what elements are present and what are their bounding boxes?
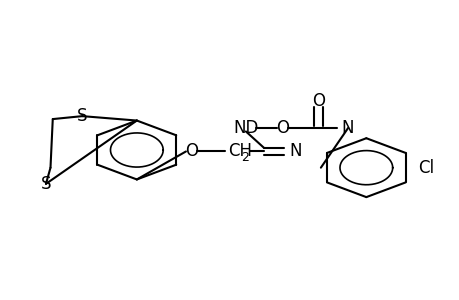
Text: N: N bbox=[341, 119, 353, 137]
Text: O: O bbox=[275, 119, 288, 137]
Text: O: O bbox=[312, 92, 325, 110]
Text: O: O bbox=[185, 142, 197, 160]
Text: S: S bbox=[40, 175, 51, 193]
Text: S: S bbox=[77, 107, 87, 125]
Text: N: N bbox=[288, 142, 301, 160]
Text: ND: ND bbox=[233, 119, 258, 137]
Text: CH: CH bbox=[227, 142, 251, 160]
Text: Cl: Cl bbox=[418, 159, 434, 177]
Text: 2: 2 bbox=[241, 152, 248, 164]
